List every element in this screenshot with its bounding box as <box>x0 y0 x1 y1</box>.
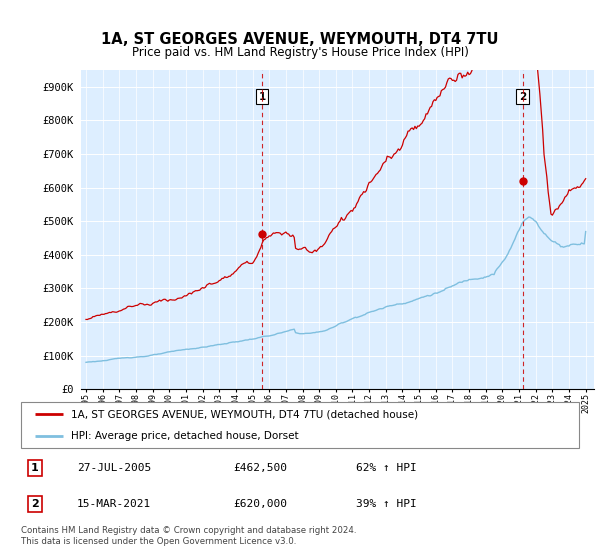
Text: 62% ↑ HPI: 62% ↑ HPI <box>356 463 416 473</box>
Text: 2: 2 <box>31 499 39 509</box>
FancyBboxPatch shape <box>21 402 579 448</box>
Text: 1A, ST GEORGES AVENUE, WEYMOUTH, DT4 7TU: 1A, ST GEORGES AVENUE, WEYMOUTH, DT4 7TU <box>101 32 499 48</box>
Text: 39% ↑ HPI: 39% ↑ HPI <box>356 499 416 509</box>
Text: HPI: Average price, detached house, Dorset: HPI: Average price, detached house, Dors… <box>71 431 299 441</box>
Text: 2: 2 <box>519 92 526 102</box>
Text: 15-MAR-2021: 15-MAR-2021 <box>77 499 151 509</box>
Text: 1: 1 <box>31 463 39 473</box>
Text: 27-JUL-2005: 27-JUL-2005 <box>77 463 151 473</box>
Text: £620,000: £620,000 <box>233 499 287 509</box>
Text: Price paid vs. HM Land Registry's House Price Index (HPI): Price paid vs. HM Land Registry's House … <box>131 46 469 59</box>
Text: 1A, ST GEORGES AVENUE, WEYMOUTH, DT4 7TU (detached house): 1A, ST GEORGES AVENUE, WEYMOUTH, DT4 7TU… <box>71 409 418 419</box>
Text: £462,500: £462,500 <box>233 463 287 473</box>
Text: Contains HM Land Registry data © Crown copyright and database right 2024.
This d: Contains HM Land Registry data © Crown c… <box>21 526 356 546</box>
Text: 1: 1 <box>259 92 266 102</box>
